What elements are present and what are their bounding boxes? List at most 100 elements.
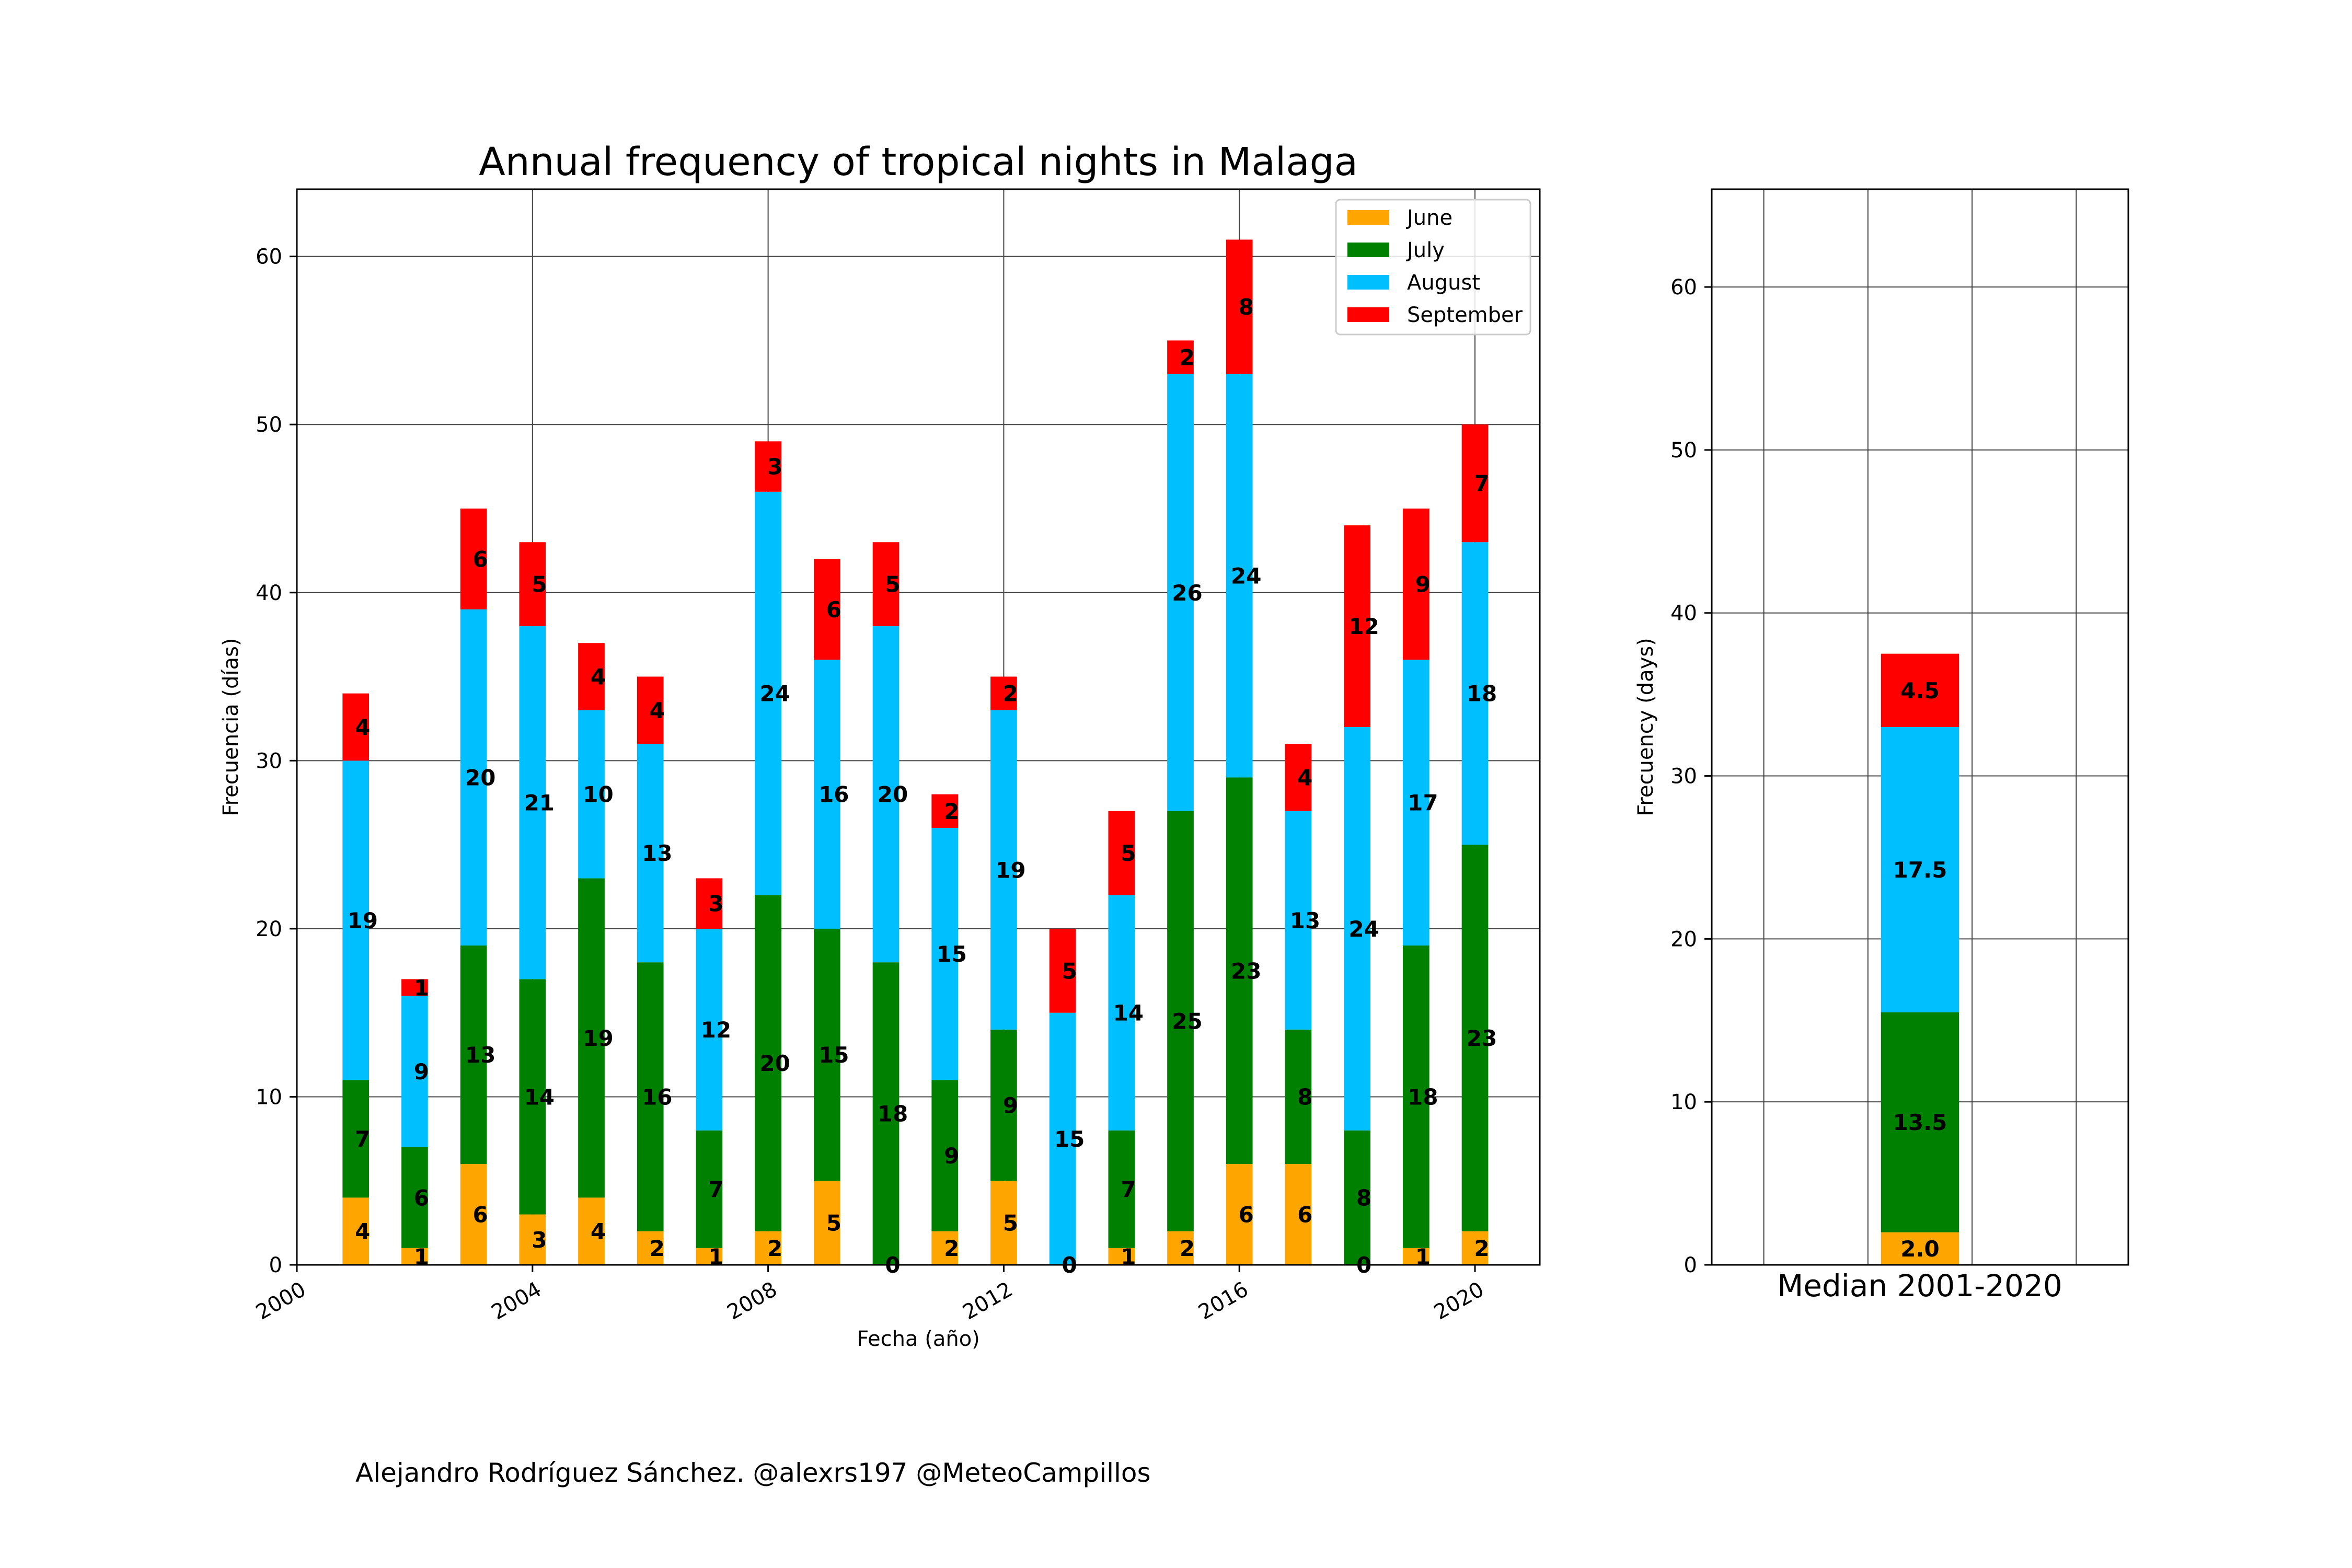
median-bar-september (1881, 653, 1959, 727)
bar-2020-june (1461, 1231, 1489, 1265)
y-axis-label: Frecuencia (días) (219, 638, 243, 816)
bar-label-2014-september: 5 (1121, 840, 1136, 866)
bar-2001-august (342, 760, 370, 1080)
bar-label-2003-september: 6 (472, 546, 488, 572)
bar-2020-july (1461, 845, 1489, 1231)
credit-text: Alejandro Rodríguez Sánchez. @alexrs197 … (355, 1458, 1151, 1488)
bar-2002-august (401, 996, 428, 1147)
bar-2003-august (460, 609, 487, 946)
y-tick-label-50: 50 (256, 413, 282, 437)
bar-2020-august (1461, 542, 1489, 845)
median-y-tick-label-10: 10 (1670, 1090, 1697, 1114)
bar-label-2015-june: 2 (1180, 1236, 1195, 1261)
bar-label-2010-august: 20 (878, 782, 908, 808)
legend-entry-june: June (1405, 206, 1452, 230)
bar-label-2019-september: 9 (1415, 572, 1431, 597)
bar-label-2002-june: 1 (414, 1244, 429, 1270)
bar-label-2007-september: 3 (708, 891, 723, 917)
bar-2017-september (1285, 744, 1312, 811)
median-y-tick-label-60: 60 (1670, 275, 1697, 299)
bar-label-2019-august: 17 (1408, 790, 1438, 816)
bar-2014-august (1108, 895, 1135, 1131)
bar-2008-july (755, 895, 781, 1231)
median-y-tick-label-40: 40 (1670, 602, 1697, 626)
bar-2009-july (813, 928, 840, 1181)
median-y-tick-label-20: 20 (1670, 927, 1697, 951)
bar-2017-june (1285, 1164, 1312, 1265)
bar-label-2014-august: 14 (1113, 1000, 1144, 1026)
bar-label-2017-july: 8 (1297, 1084, 1312, 1110)
bar-label-2002-september: 1 (414, 975, 429, 1000)
y-tick-label-0: 0 (269, 1253, 282, 1277)
bar-label-2006-june: 2 (650, 1236, 665, 1261)
legend-swatch-august (1347, 275, 1389, 290)
bar-2003-july (460, 946, 487, 1165)
bar-label-2001-september: 4 (355, 714, 370, 740)
median-y-axis-label: Frecuency (days) (1634, 638, 1658, 816)
median-bar-label-july: 13.5 (1893, 1110, 1947, 1135)
bar-label-2009-june: 5 (826, 1210, 841, 1236)
bar-2001-september (342, 693, 370, 761)
bar-2010-september (872, 542, 900, 627)
bar-2014-september (1108, 811, 1135, 895)
bar-2012-june (990, 1181, 1017, 1265)
bar-2002-june (401, 1248, 428, 1265)
bar-label-2014-july: 7 (1121, 1177, 1136, 1202)
bar-label-2018-july: 8 (1356, 1185, 1371, 1210)
bar-label-2009-september: 6 (826, 597, 841, 622)
bar-label-2004-august: 21 (524, 790, 555, 816)
bar-label-2007-june: 1 (708, 1244, 723, 1270)
bar-label-2019-june: 1 (1415, 1244, 1431, 1270)
bar-2011-september (931, 794, 959, 828)
median-chart: 2.0 13.5 17.5 4.5 0 10 20 30 40 50 60 Median 2001… (1634, 188, 2129, 1304)
bar-2010-july (872, 962, 900, 1265)
bar-2016-july (1226, 777, 1253, 1165)
bar-2014-july (1108, 1130, 1135, 1248)
median-y-tick-label-50: 50 (1670, 439, 1697, 463)
y-tick-label-40: 40 (256, 581, 282, 605)
bar-2005-september (578, 643, 605, 710)
bar-2018-july (1344, 1130, 1370, 1265)
bar-2006-june (637, 1231, 664, 1265)
bar-label-2016-june: 6 (1239, 1202, 1254, 1228)
bar-label-2011-september: 2 (944, 799, 959, 824)
bar-2014-june (1108, 1248, 1135, 1265)
bar-label-2017-august: 13 (1290, 908, 1320, 933)
bar-label-2002-july: 6 (414, 1185, 429, 1210)
bar-2004-august (519, 626, 546, 979)
legend-entry-august: August (1407, 271, 1480, 295)
bar-label-2012-august: 19 (995, 857, 1025, 883)
main-chart: Annual frequency of tropical nights in M… (219, 140, 1541, 1351)
bar-2019-september (1402, 508, 1429, 660)
bar-label-2007-august: 12 (701, 1017, 731, 1043)
bar-2009-september (813, 559, 840, 660)
bar-2015-june (1167, 1231, 1194, 1265)
bar-label-2012-july: 9 (1003, 1093, 1018, 1119)
bar-2001-june (342, 1197, 370, 1265)
bar-label-2020-june: 2 (1474, 1236, 1489, 1261)
bar-2013-september (1049, 928, 1076, 1013)
bar-2017-august (1285, 811, 1312, 1030)
bar-2016-september (1226, 239, 1253, 374)
bar-label-2006-august: 13 (642, 840, 672, 866)
bar-label-2017-june: 6 (1297, 1202, 1312, 1228)
bar-2011-july (931, 1080, 959, 1231)
bar-label-2004-june: 3 (532, 1227, 547, 1253)
bar-2004-june (519, 1214, 546, 1265)
bar-2008-june (755, 1231, 781, 1265)
y-tick-label-10: 10 (256, 1085, 282, 1109)
bar-2018-september (1344, 525, 1370, 727)
bar-2007-june (696, 1248, 723, 1265)
bar-2001-july (342, 1080, 370, 1198)
bar-label-2010-september: 5 (885, 572, 900, 597)
bar-2007-july (696, 1130, 723, 1248)
bar-label-2017-september: 4 (1297, 765, 1312, 790)
main-bars (342, 239, 1489, 1265)
bar-2012-august (990, 710, 1017, 1030)
bar-2011-june (931, 1231, 959, 1265)
bar-2012-september (990, 676, 1017, 710)
bar-label-2007-july: 7 (708, 1177, 723, 1202)
bar-label-2016-september: 8 (1239, 294, 1254, 320)
bar-2009-june (813, 1181, 840, 1265)
